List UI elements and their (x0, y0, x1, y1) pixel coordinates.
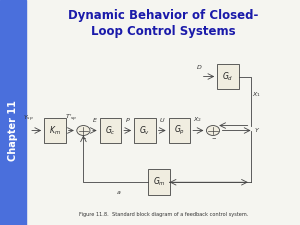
Text: $T'_{sp}$: $T'_{sp}$ (65, 113, 77, 124)
Text: $D$: $D$ (196, 63, 203, 71)
Text: $X_1$: $X_1$ (252, 90, 261, 99)
Text: $G_v$: $G_v$ (139, 124, 151, 137)
FancyBboxPatch shape (134, 117, 156, 144)
Text: Chapter 11: Chapter 11 (8, 100, 18, 161)
Text: $a$: $a$ (116, 189, 122, 196)
FancyBboxPatch shape (148, 169, 170, 195)
Text: $Y_{sp}$: $Y_{sp}$ (23, 114, 34, 124)
Text: $K_m$: $K_m$ (49, 124, 61, 137)
Text: −: − (211, 136, 216, 141)
Text: $E$: $E$ (92, 116, 98, 124)
Bar (0, 0, 26, 225)
Text: $X_2$: $X_2$ (193, 115, 202, 124)
Text: −: − (81, 136, 86, 141)
Text: Figure 11.8.  Standard block diagram of a feedback control system.: Figure 11.8. Standard block diagram of a… (79, 212, 248, 217)
Text: Dynamic Behavior of Closed-
Loop Control Systems: Dynamic Behavior of Closed- Loop Control… (68, 9, 259, 38)
Text: $U$: $U$ (159, 116, 165, 124)
Text: $P$: $P$ (125, 116, 130, 124)
FancyBboxPatch shape (100, 117, 121, 144)
FancyBboxPatch shape (44, 117, 66, 144)
Text: $Y$: $Y$ (254, 126, 261, 135)
Text: $G_d$: $G_d$ (222, 70, 234, 83)
Circle shape (206, 126, 220, 135)
Text: $G_p$: $G_p$ (174, 124, 185, 137)
Text: $G_m$: $G_m$ (153, 176, 165, 189)
FancyBboxPatch shape (169, 117, 190, 144)
FancyBboxPatch shape (217, 63, 239, 89)
Circle shape (77, 126, 90, 135)
Text: $G_c$: $G_c$ (105, 124, 116, 137)
